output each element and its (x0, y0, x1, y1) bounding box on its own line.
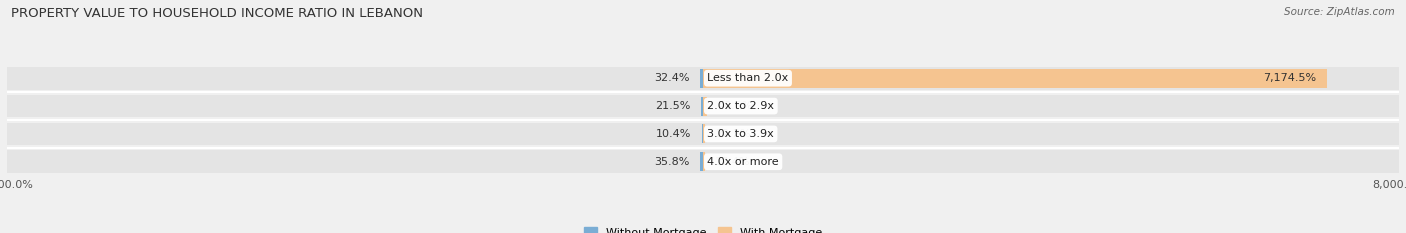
Text: 10.4%: 10.4% (657, 129, 692, 139)
Bar (703, 69, 1327, 88)
Text: 7,174.5%: 7,174.5% (1264, 73, 1316, 83)
Legend: Without Mortgage, With Mortgage: Without Mortgage, With Mortgage (579, 223, 827, 233)
Text: 3.0x to 3.9x: 3.0x to 3.9x (707, 129, 775, 139)
Text: 2.0x to 2.9x: 2.0x to 2.9x (707, 101, 775, 111)
Text: Source: ZipAtlas.com: Source: ZipAtlas.com (1284, 7, 1395, 17)
Text: 4.0x or more: 4.0x or more (707, 157, 779, 167)
Bar (703, 124, 704, 143)
Bar (700, 152, 703, 171)
Bar (700, 69, 703, 88)
Text: 17.4%: 17.4% (716, 157, 751, 167)
Bar (703, 152, 704, 171)
Text: 32.4%: 32.4% (654, 73, 690, 83)
Text: 22.2%: 22.2% (716, 129, 751, 139)
Text: 21.5%: 21.5% (655, 101, 690, 111)
Text: PROPERTY VALUE TO HOUSEHOLD INCOME RATIO IN LEBANON: PROPERTY VALUE TO HOUSEHOLD INCOME RATIO… (11, 7, 423, 20)
Bar (7, 67, 1399, 90)
Bar (7, 150, 1399, 173)
Text: 35.8%: 35.8% (654, 157, 689, 167)
Text: Less than 2.0x: Less than 2.0x (707, 73, 789, 83)
Bar (7, 95, 1399, 117)
Bar (703, 97, 707, 116)
Bar (702, 97, 703, 116)
Bar (7, 123, 1399, 145)
Text: 40.5%: 40.5% (717, 101, 752, 111)
